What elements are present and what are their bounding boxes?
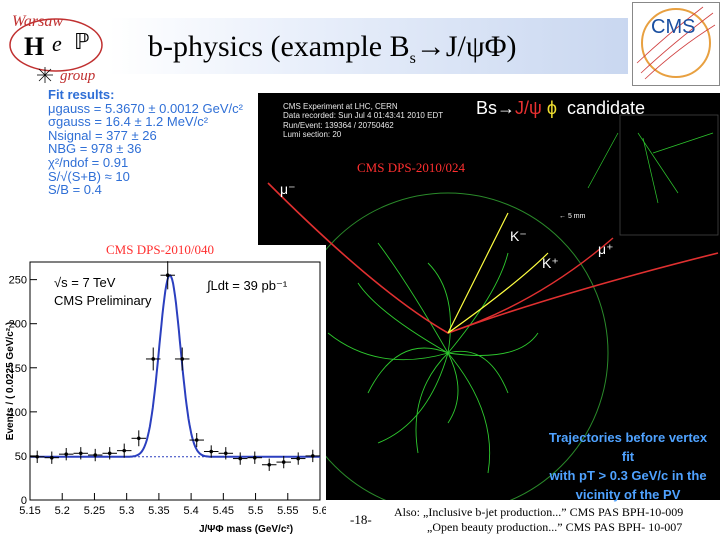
hep-letter-e: e bbox=[52, 31, 62, 56]
data-point bbox=[267, 462, 272, 467]
fit-line: σgauss = 16.4 ± 1.2 MeV/c² bbox=[48, 114, 209, 130]
event-info-line: Run/Event: 139364 / 20750462 bbox=[283, 120, 394, 130]
muon-minus-track bbox=[267, 182, 719, 334]
fit-results: Fit results: μgauss = 5.3670 ± 0.0012 Ge… bbox=[48, 88, 243, 197]
also-line: Also: „Inclusive b-jet production...” CM… bbox=[394, 505, 684, 519]
y-tick-label: 200 bbox=[9, 319, 27, 331]
x-tick-label: 5.55 bbox=[277, 505, 298, 517]
slide-title: b-physics (example Bs→J/ψΦ) bbox=[148, 30, 517, 67]
event-display: μ⁻ μ⁺ K⁻ K⁺ ← 5 mm bbox=[258, 93, 720, 500]
plot-frame bbox=[29, 261, 321, 501]
also-line: „Open beauty production...” CMS PAS BPH-… bbox=[427, 520, 683, 534]
lumi-label: ∫Ldt = 39 pb⁻¹ bbox=[206, 278, 288, 293]
y-tick-label: 250 bbox=[9, 275, 27, 287]
data-point bbox=[165, 273, 170, 278]
muon-plus-track bbox=[447, 237, 614, 334]
kaon-minus-track bbox=[447, 212, 509, 334]
data-point bbox=[122, 448, 127, 453]
fit-line: χ²/ndof = 0.91 bbox=[48, 154, 129, 170]
dps-plot-ref: CMS DPS-2010/040 bbox=[106, 242, 214, 257]
fit-line: μgauss = 5.3670 ± 0.0012 GeV/c² bbox=[48, 100, 243, 116]
x-tick-label: 5.35 bbox=[148, 505, 169, 517]
fit-line: S/√(S+B) ≈ 10 bbox=[48, 168, 130, 184]
mass-plot: 5.15 5.2 5.25 5.3 5.35 5.4 5.45 5.5 5.55 5.6 0 50 10… bbox=[5, 261, 328, 535]
fit-line: Nsignal = 377 ± 26 bbox=[48, 127, 157, 143]
x-tick-label: 5.4 bbox=[183, 505, 198, 517]
data-point bbox=[194, 438, 199, 442]
scale-label: ← 5 mm bbox=[559, 213, 586, 220]
data-point bbox=[310, 454, 315, 458]
label-mu-minus: μ⁻ bbox=[280, 181, 296, 197]
data-point bbox=[180, 357, 185, 361]
header-band bbox=[108, 18, 628, 74]
dps-event-ref: CMS DPS-2010/024 bbox=[357, 160, 465, 175]
y-tick-label: 50 bbox=[15, 451, 27, 463]
fit-curve bbox=[30, 274, 320, 458]
energy-label: √s = 7 TeV bbox=[54, 275, 116, 290]
cms-wordmark: CMS bbox=[651, 16, 695, 38]
data-point bbox=[209, 449, 214, 454]
cms-logo: CMS bbox=[632, 2, 720, 86]
soft-tracks bbox=[327, 242, 539, 474]
page-number: -18- bbox=[350, 512, 372, 527]
data-point bbox=[252, 455, 257, 460]
event-caption: Trajectories before vertex fit with pT >… bbox=[548, 430, 708, 502]
label-k-minus: K⁻ bbox=[510, 228, 527, 244]
x-tick-label: 5.15 bbox=[19, 505, 40, 517]
y-axis-label: Events / ( 0.0225 GeV/c² ) bbox=[5, 322, 16, 440]
y-tick-label: 0 bbox=[21, 495, 27, 507]
data-point bbox=[151, 357, 156, 361]
also-references: Also: „Inclusive b-jet production...” CM… bbox=[394, 505, 683, 535]
hep-letter-p: ℙ bbox=[74, 29, 89, 54]
x-tick-label: 5.45 bbox=[213, 505, 234, 517]
mass-plot-panel: 5.15 5.2 5.25 5.3 5.35 5.4 5.45 5.5 5.55 5.6 0 50 10… bbox=[0, 245, 328, 540]
hep-warsaw-logo: Warsaw H e ℙ group bbox=[9, 13, 103, 84]
x-tick-label: 5.3 bbox=[119, 505, 134, 517]
data-point bbox=[64, 452, 69, 456]
zoom-inset bbox=[619, 114, 719, 236]
data-point bbox=[136, 436, 141, 441]
hep-letter-h: H bbox=[24, 32, 44, 61]
hep-wordmark-bottom: group bbox=[60, 68, 96, 84]
x-tick-label: 5.6 bbox=[312, 505, 326, 517]
event-info-line: CMS Experiment at LHC, CERN bbox=[283, 102, 398, 111]
event-info-line: Lumi section: 20 bbox=[283, 129, 342, 139]
data-point bbox=[78, 451, 83, 456]
x-tick-label: 5.2 bbox=[55, 505, 70, 517]
preliminary-label: CMS Preliminary bbox=[54, 293, 152, 308]
candidate-title: Bs→J/ψ ϕ candidate bbox=[476, 98, 646, 118]
event-info-line: Data recorded: Sun Jul 4 01:43:41 2010 E… bbox=[283, 111, 444, 121]
label-mu-plus: μ⁺ bbox=[598, 241, 614, 257]
data-point bbox=[281, 460, 286, 464]
data-point bbox=[107, 451, 112, 456]
particle-icon bbox=[37, 67, 53, 83]
data-point bbox=[296, 456, 301, 461]
y-tick-label: 100 bbox=[9, 407, 27, 419]
event-info: CMS Experiment at LHC, CERN Data recorde… bbox=[283, 102, 443, 139]
fit-line: NBG = 978 ± 36 bbox=[48, 141, 142, 157]
data-point bbox=[238, 456, 243, 461]
x-tick-label: 5.5 bbox=[248, 505, 263, 517]
data-point bbox=[49, 455, 54, 460]
label-k-plus: K⁺ bbox=[542, 255, 559, 271]
fit-results-heading: Fit results: bbox=[48, 87, 115, 102]
zoom-inset-tracks bbox=[587, 132, 714, 204]
data-point bbox=[93, 453, 98, 457]
x-tick-label: 5.25 bbox=[84, 505, 105, 517]
y-tick-label: 150 bbox=[9, 363, 27, 375]
kaon-plus-track bbox=[447, 252, 549, 334]
x-axis-label: J/ΨΦ mass (GeV/c²) bbox=[199, 524, 293, 535]
hep-wordmark-top: Warsaw bbox=[12, 13, 63, 30]
data-point bbox=[223, 451, 228, 456]
fit-line: S/B = 0.4 bbox=[48, 182, 102, 198]
